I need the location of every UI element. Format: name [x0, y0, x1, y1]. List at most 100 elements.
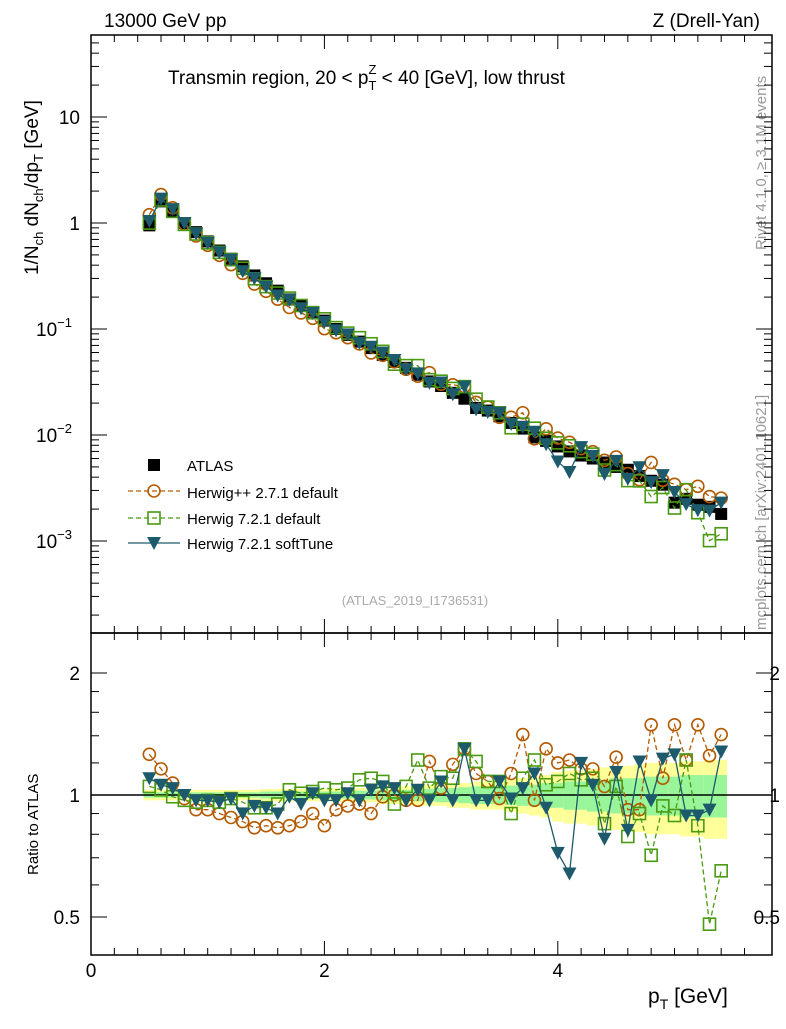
- softtune-point: [142, 214, 157, 228]
- softtune-point: [597, 832, 612, 846]
- softtune-point: [562, 465, 577, 479]
- softtune-point: [714, 496, 729, 510]
- herwig721-point: [679, 753, 693, 767]
- herwig721-point: [632, 806, 647, 821]
- herwigpp-point: [247, 820, 262, 835]
- ratio-y-tick-label: 0.5: [54, 908, 80, 929]
- softtune-point: [247, 272, 262, 286]
- softtune-point: [189, 227, 204, 241]
- softtune-point: [585, 449, 600, 463]
- softtune-point: [147, 537, 161, 550]
- softtune-point: [212, 796, 227, 810]
- softtune-point: [562, 867, 577, 881]
- softtune-point: [445, 794, 460, 808]
- softtune-point: [270, 289, 285, 303]
- softtune-point: [609, 454, 624, 468]
- softtune-point: [655, 752, 670, 766]
- herwigpp-point: [539, 422, 553, 436]
- softtune-point: [504, 417, 519, 431]
- ratio-y-label: Ratio to ATLAS: [25, 774, 42, 875]
- atlas-point: [621, 463, 634, 476]
- herwig721-point: [644, 489, 658, 504]
- herwigpp-point: [364, 806, 378, 821]
- atlas-point: [715, 507, 728, 520]
- softtune-point: [224, 792, 239, 806]
- x-axis-label: pT [GeV]: [648, 985, 728, 1012]
- herwigpp-point: [317, 818, 332, 833]
- herwigpp-point: [504, 766, 518, 781]
- ratio-y-tick-label-right: 1: [769, 786, 780, 807]
- softtune-point: [585, 778, 600, 792]
- softtune-point: [422, 794, 437, 808]
- softtune-point: [515, 782, 530, 796]
- softtune-point: [305, 307, 320, 321]
- x-tick-label: 0: [86, 961, 97, 982]
- herwigpp-point: [224, 810, 238, 825]
- y-tick-label: 1: [69, 214, 80, 235]
- herwig721-point: [714, 526, 728, 541]
- herwigpp-point: [644, 718, 658, 732]
- softtune-point: [282, 293, 297, 307]
- herwigpp-line: [148, 193, 722, 499]
- softtune-point: [200, 794, 215, 808]
- herwigpp-point: [154, 762, 168, 776]
- chart-title: Transmin region, 20 < pTZ < 40 [GeV], lo…: [168, 62, 566, 93]
- herwig721-point: [702, 533, 717, 548]
- softtune-point: [305, 787, 320, 801]
- softtune-point: [399, 794, 414, 808]
- legend: ATLAS Herwig++ 2.7.1 default Herwig 7.2.…: [128, 458, 339, 553]
- softtune-point: [539, 438, 554, 452]
- softtune-point: [340, 328, 355, 342]
- softtune-point: [329, 794, 344, 808]
- softtune-point: [317, 316, 332, 330]
- herwigpp-point: [282, 818, 297, 833]
- herwig721-point: [445, 771, 460, 786]
- rivet-label: Rivet 4.1.0, ≥ 3.1M events: [753, 76, 770, 250]
- legend-label-herwig721: Herwig 7.2.1 default: [187, 511, 321, 528]
- softtune-point: [352, 794, 367, 808]
- uncertainty-band-stat: [680, 775, 693, 818]
- softtune-point: [702, 504, 717, 518]
- herwigpp-point: [305, 806, 320, 821]
- softtune-point: [375, 346, 390, 360]
- softtune-point: [270, 807, 285, 821]
- softtune-point: [679, 809, 694, 823]
- herwigpp-point: [527, 793, 542, 808]
- atlas-point: [458, 392, 471, 405]
- softtune-point: [329, 324, 344, 338]
- softtune-point: [539, 801, 554, 815]
- softtune-point: [387, 354, 402, 368]
- x-tick-label: 2: [319, 961, 330, 982]
- herwigpp-point: [539, 742, 553, 756]
- analysis-id: (ATLAS_2019_I1736531): [342, 593, 488, 608]
- softtune-point: [224, 253, 239, 267]
- softtune-point: [574, 756, 589, 770]
- herwigpp-point: [270, 820, 285, 835]
- herwig721-point: [387, 797, 402, 811]
- herwigpp-point: [691, 718, 705, 732]
- herwigpp-point: [515, 727, 530, 742]
- softtune-point: [644, 794, 659, 808]
- softtune-point: [620, 823, 635, 837]
- uncertainty-band-stat: [703, 775, 716, 818]
- herwigpp-point: [667, 718, 682, 732]
- softtune-point: [609, 765, 624, 779]
- softtune-point: [620, 472, 635, 486]
- softtune-point: [550, 455, 565, 469]
- softtune-point: [410, 783, 425, 797]
- softtune-point: [597, 467, 612, 481]
- softtune-point: [352, 337, 367, 351]
- herwigpp-point: [562, 753, 577, 767]
- softtune-point: [259, 280, 274, 294]
- y-tick-label: 10: [59, 108, 80, 129]
- ratio-y-tick-label-right: 0.5: [754, 908, 780, 929]
- softtune-point: [469, 794, 484, 808]
- uncertainty-band-stat: [633, 778, 646, 814]
- herwigpp-point: [714, 727, 728, 742]
- herwig721-point: [550, 774, 565, 789]
- softtune-point: [480, 405, 495, 419]
- herwig721-point: [702, 917, 717, 931]
- softtune-point: [492, 775, 507, 789]
- softtune-point: [632, 461, 647, 475]
